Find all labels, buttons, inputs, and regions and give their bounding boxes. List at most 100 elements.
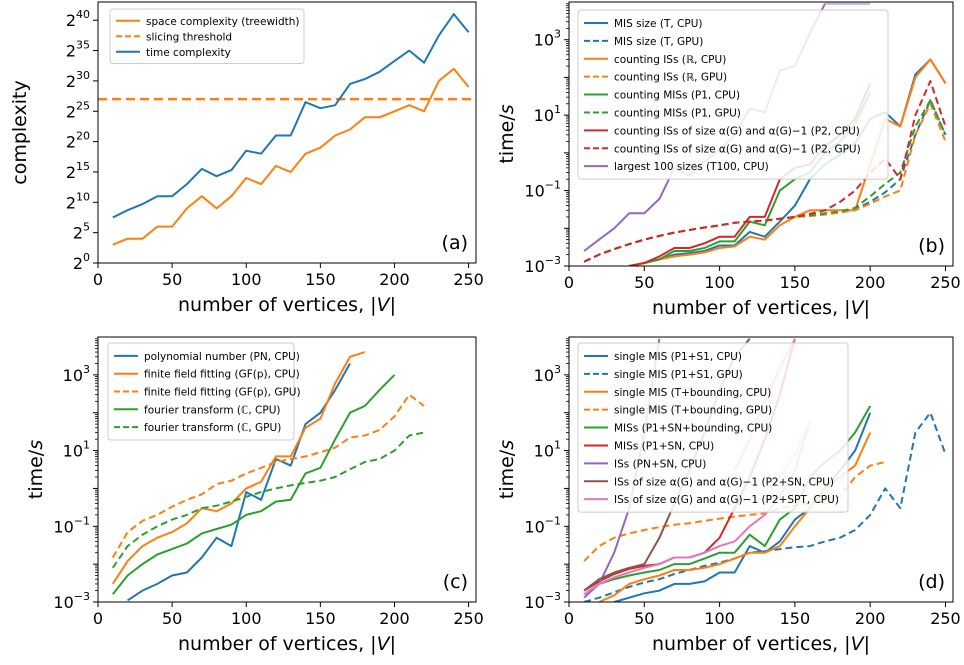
- panel-tag: (a): [442, 232, 468, 254]
- legend-entry: fourier transform (ℂ, GPU): [144, 422, 281, 434]
- legend: polynomial number (PN, CPU) finite field …: [107, 342, 301, 441]
- legend-entry: MIS size (T, GPU): [614, 36, 703, 48]
- panel-c: 0 50 100 150 200 250 10−3 10−1 101 103 number of v…: [25, 336, 484, 655]
- y-axis-label: time/s: [496, 104, 518, 163]
- legend-entry: single MIS (P1+S1, CPU): [614, 351, 742, 363]
- x-tick-label: 50: [162, 609, 182, 628]
- legend-entry: single MIS (P1+S1, GPU): [614, 369, 743, 381]
- y-tick-label: 215: [66, 160, 90, 182]
- legend-entry: largest 100 sizes (T100, CPU): [614, 161, 769, 173]
- x-tick-label: 100: [231, 609, 262, 628]
- y-tick-label: 101: [63, 439, 90, 461]
- series-line-4: [112, 374, 396, 595]
- series-line-4: [583, 102, 947, 263]
- x-axis-label: number of vertices, |V|: [652, 633, 870, 655]
- legend-entry: ISs of size α(G) and α(G)−1 (P2+SN, CPU): [614, 476, 834, 488]
- y-tick-label: 103: [63, 363, 90, 385]
- x-tick-label: 100: [704, 273, 735, 292]
- legend-entry: slicing threshold: [146, 31, 232, 43]
- series-line-2: [583, 99, 947, 263]
- x-tick-label: 200: [379, 270, 410, 289]
- y-tick-label: 210: [66, 190, 90, 212]
- legend-entry: ISs of size α(G) and α(G)−1 (P2+SPT, CPU…: [614, 494, 839, 506]
- legend: single MIS (P1+S1, CPU) single MIS (P1+S1…: [577, 342, 849, 513]
- series-line-3: [112, 13, 470, 219]
- panel-tag: (b): [918, 235, 945, 257]
- y-tick-label: 225: [66, 99, 90, 121]
- legend-entry: time complexity: [146, 47, 231, 59]
- y-axis-label: time/s: [25, 440, 47, 499]
- panel-b: 0 50 100 150 200 250 10−3 10−1 101 103 number of v…: [496, 1, 961, 319]
- y-tick-label: 10−1: [53, 514, 90, 536]
- legend-entry: counting MISs (P1, GPU): [614, 107, 741, 119]
- legend-box: [577, 9, 889, 180]
- legend-entry: fourier transform (ℂ, CPU): [144, 404, 281, 416]
- y-tick-label: 230: [66, 69, 90, 91]
- x-tick-label: 0: [93, 270, 103, 289]
- y-tick-label: 10−1: [524, 179, 561, 201]
- series-group: [111, 351, 425, 602]
- x-tick-label: 200: [379, 609, 410, 628]
- x-tick-label: 100: [704, 609, 735, 628]
- x-tick-label: 50: [634, 273, 654, 292]
- y-tick-label: 25: [73, 221, 90, 243]
- legend-entry: MISs (P1+SN+bounding, CPU): [614, 423, 772, 435]
- legend-entry: counting ISs of size α(G) and α(G)−1 (P2…: [614, 125, 860, 137]
- x-tick-label: 50: [634, 609, 654, 628]
- legend-entry: finite field fitting (GF(p), CPU): [144, 369, 300, 381]
- y-tick-label: 101: [534, 103, 561, 125]
- legend-entry: single MIS (T+bounding, GPU): [614, 405, 772, 417]
- x-tick-label: 50: [162, 270, 182, 289]
- legend: space complexity (treewidth) slicing thre…: [109, 8, 305, 64]
- y-tick-label: 10−3: [524, 254, 561, 276]
- x-tick-label: 250: [453, 270, 484, 289]
- x-tick-label: 150: [305, 270, 336, 289]
- y-tick-label: 220: [66, 130, 90, 152]
- x-tick-label: 150: [305, 609, 336, 628]
- y-tick-label: 10−1: [524, 514, 561, 536]
- legend-entry: space complexity (treewidth): [146, 16, 299, 28]
- legend-entry: single MIS (T+bounding, CPU): [614, 387, 771, 399]
- legend-box: [577, 342, 849, 513]
- legend-entry: counting MISs (P1, CPU): [614, 90, 740, 102]
- series-line-3: [629, 58, 947, 266]
- legend-entry: MISs (P1+SN, CPU): [614, 440, 714, 452]
- legend-entry: counting ISs (ℝ, CPU): [614, 54, 726, 66]
- panel-d: 0 50 100 150 200 250 10−3 10−1 101 103 number of v…: [496, 336, 961, 655]
- axes-frame: [568, 1, 954, 267]
- y-tick-label: 103: [534, 363, 561, 385]
- y-axis-label: time/s: [496, 440, 518, 499]
- y-tick-label: 10−3: [524, 590, 561, 612]
- legend-box: [109, 8, 305, 64]
- series-line-3: [111, 393, 425, 559]
- axes-frame: [97, 1, 477, 264]
- x-tick-label: 250: [453, 609, 484, 628]
- legend-entry: ISs (PN+SN, CPU): [614, 458, 706, 470]
- x-tick-label: 250: [930, 609, 961, 628]
- legend-box: [107, 342, 295, 441]
- y-tick-label: 10−3: [53, 590, 90, 612]
- legend-entry: polynomial number (PN, CPU): [144, 351, 300, 363]
- panel-a: 0 50 100 150 200 250 20 25 210 215 220 225 230 235 240…: [9, 1, 484, 316]
- x-tick-label: 0: [93, 609, 103, 628]
- y-tick-label: 101: [534, 439, 561, 461]
- axes-frame: [97, 336, 477, 603]
- legend-entry: MIS size (T, CPU): [614, 18, 703, 30]
- x-tick-label: 200: [855, 273, 886, 292]
- y-tick-label: 240: [66, 8, 90, 30]
- series-line-1: [112, 67, 470, 246]
- x-axis-label: number of vertices, |V|: [178, 633, 396, 655]
- x-tick-label: 0: [564, 609, 574, 628]
- y-tick-label: 20: [73, 251, 90, 273]
- legend-entry: counting ISs (ℝ, GPU): [614, 72, 727, 84]
- series-line-1: [629, 58, 947, 266]
- x-tick-label: 100: [231, 270, 262, 289]
- panel-tag: (c): [443, 571, 468, 593]
- x-tick-label: 150: [780, 273, 811, 292]
- axes-frame: [568, 336, 954, 603]
- panel-tag: (d): [918, 571, 945, 593]
- legend-entry: counting ISs of size α(G) and α(G)−1 (P2…: [614, 143, 861, 155]
- x-axis-label: number of vertices, |V|: [652, 297, 870, 319]
- series-line-2: [111, 351, 366, 585]
